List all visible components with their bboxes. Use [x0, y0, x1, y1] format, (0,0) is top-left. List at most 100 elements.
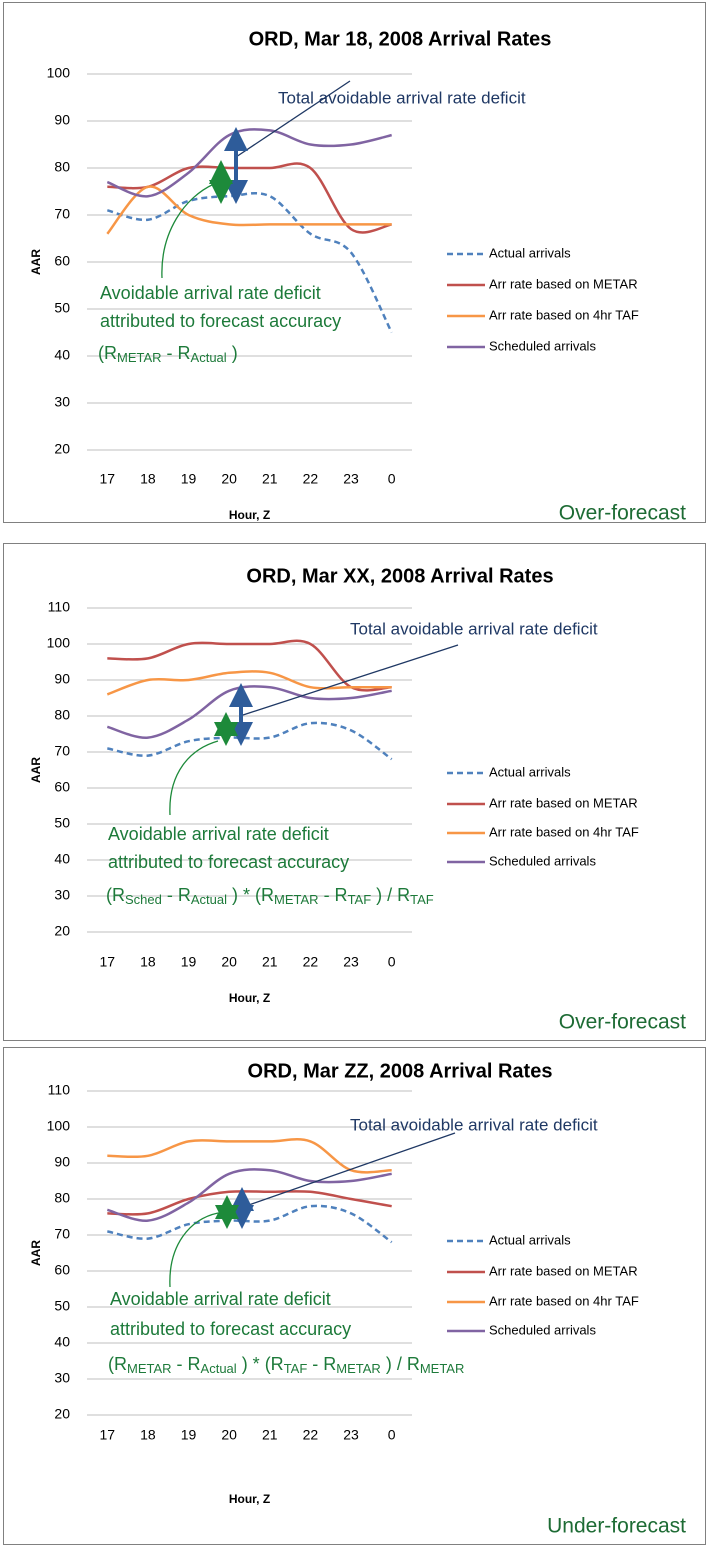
x-tick-label: 18	[140, 471, 156, 487]
y-tick-label: 40	[54, 1334, 70, 1350]
x-tick-label: 0	[388, 1427, 396, 1443]
formula-part: ) * (R	[237, 1354, 284, 1374]
legend-label: Scheduled arrivals	[489, 338, 596, 353]
annotation: Total avoidable arrival rate deficit	[350, 1115, 598, 1134]
formula-part: - R	[162, 885, 191, 905]
legend-label: Actual arrivals	[489, 245, 571, 260]
y-tick-label: 40	[54, 347, 70, 363]
legend-label: Arr rate based on METAR	[489, 795, 638, 810]
x-tick-label: 19	[181, 1427, 197, 1443]
x-tick-label: 20	[221, 954, 237, 970]
y-tick-label: 30	[54, 1370, 70, 1386]
annotation: attributed to forecast accuracy	[108, 852, 349, 872]
legend-label: Arr rate based on METAR	[489, 276, 638, 291]
y-tick-label: 110	[48, 599, 71, 615]
legend-label: Scheduled arrivals	[489, 1322, 596, 1337]
series-line	[106, 128, 392, 198]
x-tick-label: 0	[388, 471, 396, 487]
chart-title: ORD, Mar XX, 2008 Arrival Rates	[246, 565, 553, 587]
series-line	[106, 670, 392, 696]
x-tick-label: 19	[181, 954, 197, 970]
series-line	[106, 1168, 392, 1222]
annotation: Avoidable arrival rate deficit	[100, 283, 321, 303]
x-tick-label: 21	[262, 471, 278, 487]
y-tick-label: 20	[54, 441, 70, 457]
leader-line	[242, 644, 459, 716]
x-tick-label: 18	[140, 1427, 156, 1443]
y-tick-label: 90	[54, 112, 70, 128]
leader-curve	[169, 1212, 219, 1288]
leader-line	[235, 80, 351, 158]
panel-border	[3, 2, 706, 523]
y-tick-label: 50	[54, 815, 70, 831]
formula-part: - R	[319, 885, 348, 905]
y-tick-label: 100	[47, 65, 71, 81]
y-tick-label: 80	[54, 707, 70, 723]
formula-part: - R	[172, 1354, 201, 1374]
x-tick-label: 20	[221, 471, 237, 487]
chart-panel: ORD, Mar ZZ, 2008 Arrival Rates 20 30 40 50 6…	[3, 1047, 706, 1545]
formula-part: (R	[98, 343, 117, 363]
annotation: Total avoidable arrival rate deficit	[278, 88, 526, 107]
x-tick-label: 23	[343, 954, 359, 970]
formula-part: METAR	[336, 1361, 381, 1376]
y-tick-label: 80	[54, 159, 70, 175]
x-tick-label: 20	[221, 1427, 237, 1443]
forecast-label: Under-forecast	[547, 1515, 686, 1538]
formula-part: - R	[307, 1354, 336, 1374]
annotation: Avoidable arrival rate deficit	[110, 1289, 331, 1309]
y-axis-label: AAR	[29, 757, 43, 783]
legend-label: Arr rate based on 4hr TAF	[489, 824, 639, 839]
formula-part: ) / R	[381, 1354, 420, 1374]
formula-part: - R	[162, 343, 191, 363]
leader-line	[242, 1132, 456, 1208]
formula-part: ) / R	[371, 885, 410, 905]
y-tick-label: 70	[54, 206, 70, 222]
legend-label: Arr rate based on 4hr TAF	[489, 307, 639, 322]
y-tick-label: 70	[54, 1226, 70, 1242]
x-tick-label: 18	[140, 954, 156, 970]
x-tick-label: 23	[343, 1427, 359, 1443]
chart-title: ORD, Mar ZZ, 2008 Arrival Rates	[248, 1060, 553, 1082]
x-axis-label: Hour, Z	[229, 508, 270, 522]
y-tick-label: 20	[54, 1406, 70, 1422]
x-axis-label: Hour, Z	[229, 991, 270, 1005]
series-line	[107, 1138, 392, 1174]
formula-part: METAR	[420, 1361, 465, 1376]
formula-part: Actual	[201, 1361, 237, 1376]
formula-part: (R	[106, 885, 125, 905]
x-tick-label: 17	[100, 471, 116, 487]
y-tick-label: 60	[54, 779, 70, 795]
x-tick-label: 17	[100, 954, 116, 970]
x-axis-label: Hour, Z	[229, 1492, 270, 1506]
y-tick-label: 100	[47, 1118, 71, 1134]
y-tick-label: 80	[54, 1190, 70, 1206]
y-tick-label: 110	[48, 1082, 71, 1098]
leader-curve	[161, 183, 215, 279]
legend-label: Actual arrivals	[489, 764, 571, 779]
y-tick-label: 20	[54, 923, 70, 939]
y-axis-label: AAR	[29, 1240, 43, 1266]
y-tick-label: 40	[54, 851, 70, 867]
x-tick-label: 22	[303, 471, 319, 487]
y-tick-label: 60	[54, 253, 70, 269]
y-axis-label: AAR	[29, 249, 43, 275]
x-tick-label: 17	[100, 1427, 116, 1443]
annotation: Avoidable arrival rate deficit	[108, 824, 329, 844]
series-line	[107, 162, 392, 234]
formula-part: METAR	[274, 892, 319, 907]
y-tick-label: 50	[54, 300, 70, 316]
forecast-label: Over-forecast	[559, 1011, 686, 1034]
y-tick-label: 90	[54, 1154, 70, 1170]
x-tick-label: 22	[303, 954, 319, 970]
x-tick-label: 23	[343, 471, 359, 487]
annotation: attributed to forecast accuracy	[100, 311, 341, 331]
formula-part: (R	[108, 1354, 127, 1374]
series-line	[107, 721, 393, 761]
series-line	[107, 1190, 392, 1216]
formula: (RSched - RActual ) * (RMETAR - RTAF ) /…	[106, 885, 434, 908]
series-line	[107, 639, 392, 692]
x-tick-label: 21	[262, 1427, 278, 1443]
series-line	[106, 185, 392, 235]
